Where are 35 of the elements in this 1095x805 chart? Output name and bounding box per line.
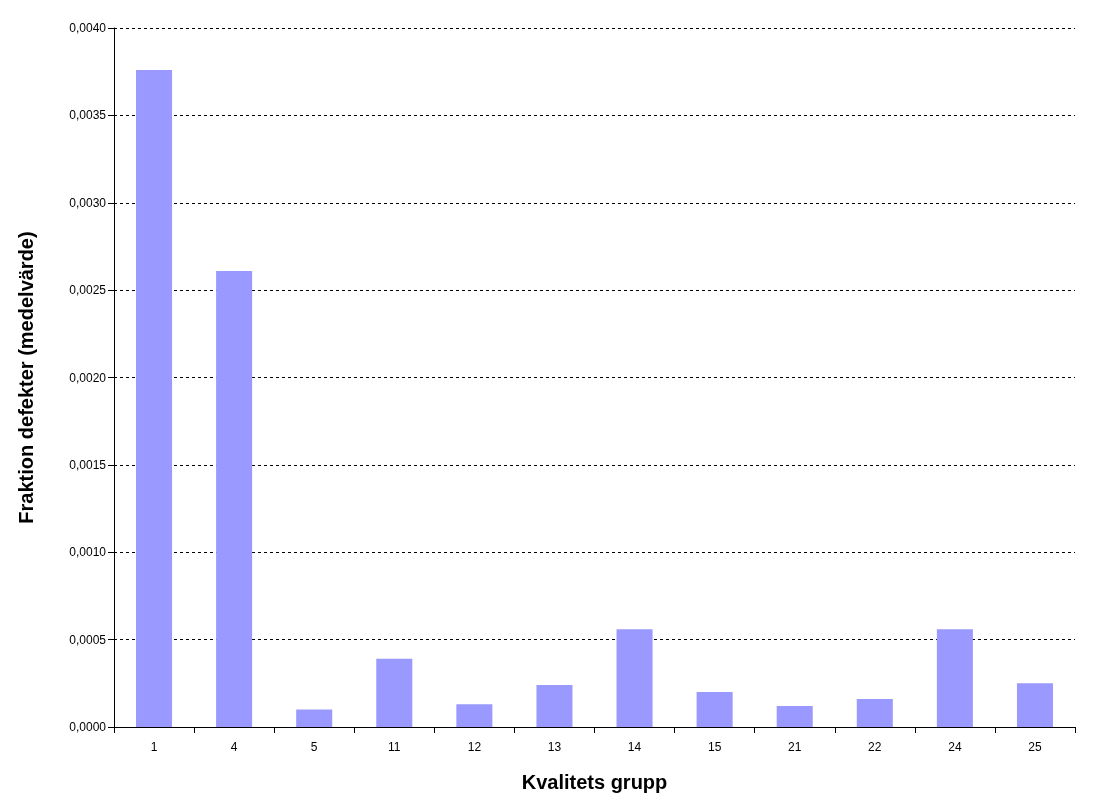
y-tick-label: 0,0015: [69, 457, 107, 472]
y-tick-label: 0,0025: [69, 283, 107, 298]
bar: [216, 270, 253, 727]
x-tick-label: 21: [788, 740, 802, 754]
bar: [776, 706, 813, 727]
x-tick-label: 25: [1028, 740, 1042, 754]
x-tick-label: 1: [150, 740, 158, 754]
y-tick-label: 0,0035: [69, 108, 107, 123]
bar: [856, 699, 893, 727]
bar: [696, 692, 733, 727]
x-tick-label: 22: [868, 740, 882, 754]
x-tick-label: 14: [627, 740, 642, 754]
bar: [616, 629, 653, 727]
x-axis-title: Kvalitets grupp: [521, 771, 668, 793]
x-tick-label: 24: [948, 740, 962, 754]
bar: [296, 709, 333, 727]
y-axis-title: Fraktion defekter (medelvärde): [15, 231, 37, 524]
x-tick-label: 12: [467, 740, 482, 754]
y-tick-label: 0,0010: [69, 545, 107, 560]
y-tick-label: 0,0020: [69, 370, 107, 385]
x-tick-label: 4: [230, 740, 238, 754]
bar: [536, 685, 573, 727]
x-tick-label: 13: [547, 740, 562, 754]
x-tick-label: 5: [310, 740, 318, 754]
bar: [376, 658, 413, 727]
bar: [936, 629, 973, 727]
y-tick-label: 0,0005: [69, 632, 107, 647]
bar: [1016, 683, 1053, 727]
x-tick-label: 11: [388, 740, 401, 754]
y-tick-label: 0,0000: [69, 720, 107, 734]
bar: [136, 69, 173, 727]
x-tick-label: 15: [707, 740, 722, 754]
y-tick-label: 0,0040: [69, 21, 107, 35]
y-tick-label: 0,0030: [69, 195, 107, 210]
bar: [456, 704, 493, 727]
